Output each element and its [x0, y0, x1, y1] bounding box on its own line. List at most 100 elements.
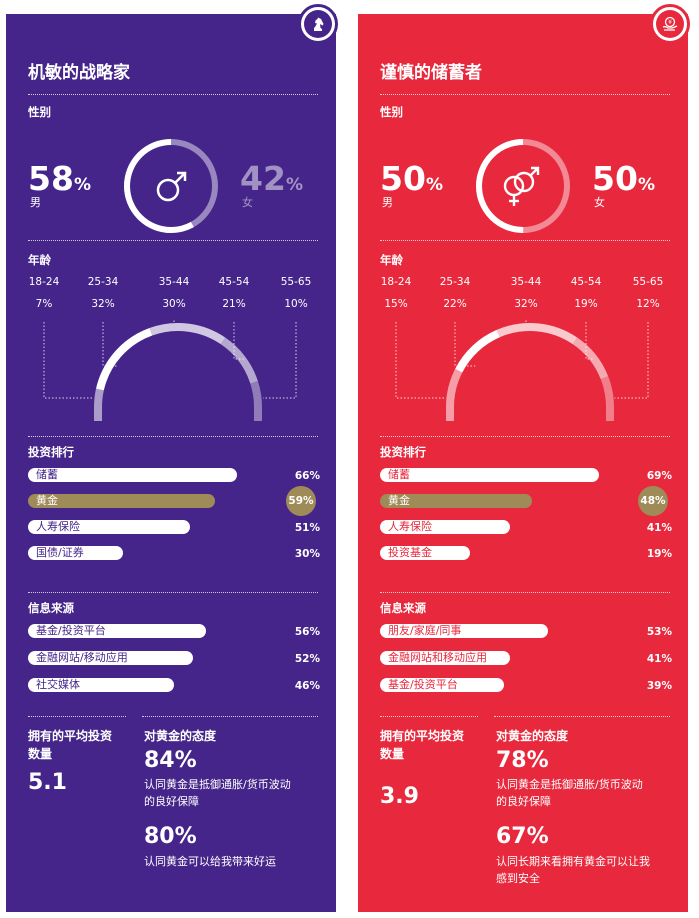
age-range-label: 55-65 [632, 276, 664, 288]
avg-investment-value: 3.9 [380, 784, 419, 809]
source-bar: 朋友/家庭/同事 [380, 624, 549, 638]
age-segment [96, 327, 153, 391]
divider [494, 716, 670, 717]
attitude-2-desc: 认同黄金可以给我带来好运 [144, 855, 276, 868]
male-percentage: 50% [380, 159, 443, 198]
age-range-label: 18-24 [380, 276, 412, 288]
age-arc [395, 319, 649, 421]
gender-donut [476, 139, 570, 233]
investment-value: 19% [646, 548, 672, 560]
divider [380, 94, 670, 95]
female-label: 女 [242, 196, 253, 209]
female-percentage: 50% [592, 159, 655, 198]
investment-bar: 人寿保险 [380, 520, 511, 534]
attitude-1-desc: 认同黄金是抵御通胀/货币波动 的良好保障 [496, 778, 643, 808]
age-section-label: 年龄 [28, 253, 51, 267]
female-percentage: 42% [240, 159, 303, 198]
investment-value: 41% [646, 522, 672, 534]
persona-title: 机敏的战略家 [28, 63, 130, 83]
investment-value: 59% [286, 486, 316, 516]
age-pct-label: 10% [284, 298, 308, 310]
age-range-label: 35-44 [510, 276, 542, 288]
age-segment [149, 323, 226, 345]
age-range-label: 55-65 [280, 276, 312, 288]
male-label: 男 [382, 196, 393, 209]
investment-bar: 黄金 [380, 494, 533, 508]
attitude-2-pct: 80% [144, 824, 197, 849]
age-segment [446, 368, 463, 408]
investment-bar: 人寿保险 [28, 520, 190, 534]
female-label: 女 [594, 196, 605, 209]
age-segment [600, 376, 614, 408]
persona-panel-saver: ¥ 谨慎的储蓄者 性别 50% 男 50% 女 年龄 18-24 15% 25-34… [358, 4, 690, 912]
gender-donut [124, 139, 218, 233]
source-value: 53% [646, 626, 672, 638]
age-pct-label: 22% [443, 298, 467, 310]
investment-section-label: 投资排行 [28, 445, 74, 459]
male-symbol-icon [156, 171, 187, 202]
persona-panel-strategist: 机敏的战略家 性别 58% 男 42% 女 年龄 18-24 7% 25-34 32%… [6, 4, 338, 912]
age-pct-label: 7% [35, 298, 53, 310]
chess-knight-icon [304, 10, 332, 38]
source-section-label: 信息来源 [28, 601, 74, 615]
age-segment [94, 388, 104, 408]
investment-bar: 投资基金 [380, 546, 470, 560]
gold-attitude-title: 对黄金的态度 [144, 729, 217, 743]
investment-bar: 储蓄 [380, 468, 599, 482]
divider [380, 592, 670, 593]
investment-bar: 黄金 [28, 494, 216, 508]
persona-title: 谨慎的储蓄者 [380, 63, 482, 83]
source-value: 46% [294, 680, 320, 692]
attitude-1-desc: 认同黄金是抵御通胀/货币波动 的良好保障 [144, 778, 291, 808]
investment-value: 66% [294, 470, 320, 482]
source-bar: 金融网站/移动应用 [28, 651, 193, 665]
age-pct-label: 21% [222, 298, 246, 310]
source-bar: 社交媒体 [28, 678, 174, 692]
avg-investment-title: 拥有的平均投资 [28, 729, 113, 743]
source-bar: 基金/投资平台 [28, 624, 206, 638]
investment-value: 69% [646, 470, 672, 482]
age-range-label: 45-54 [570, 276, 602, 288]
yen-hand-icon: ¥ [656, 10, 684, 38]
age-segment [572, 337, 609, 380]
gender-section-label: 性别 [28, 105, 51, 119]
age-segment [496, 323, 578, 345]
attitude-1-pct: 84% [144, 748, 197, 773]
age-range-label: 35-44 [158, 276, 190, 288]
age-range-label: 18-24 [28, 276, 60, 288]
divider [28, 240, 318, 241]
avg-investment-value: 5.1 [28, 770, 67, 795]
age-segment [220, 337, 258, 384]
age-pct-label: 19% [574, 298, 598, 310]
attitude-1-pct: 78% [496, 748, 549, 773]
age-pct-label: 30% [162, 298, 186, 310]
divider [380, 240, 670, 241]
male-share-arc [476, 139, 570, 233]
source-value: 52% [294, 653, 320, 665]
male-percentage: 58% [28, 159, 91, 198]
divider [28, 716, 126, 717]
investment-section-label: 投资排行 [380, 445, 426, 459]
source-bar: 金融网站和移动应用 [380, 651, 511, 665]
avg-investment-title-line2: 数量 [28, 747, 53, 761]
investment-bar: 国债/证券 [28, 546, 124, 560]
source-section-label: 信息来源 [380, 601, 426, 615]
attitude-2-desc: 认同长期来看拥有黄金可以让我 感到安全 [496, 855, 650, 885]
investment-value: 51% [294, 522, 320, 534]
male-label: 男 [30, 196, 41, 209]
charts-svg [43, 139, 297, 421]
source-value: 56% [294, 626, 320, 638]
age-pct-label: 32% [514, 298, 538, 310]
age-section-label: 年龄 [380, 253, 403, 267]
investment-bar: 储蓄 [28, 468, 238, 482]
age-pct-label: 12% [636, 298, 660, 310]
age-arc [43, 319, 297, 421]
investment-value: 48% [638, 486, 668, 516]
source-value: 39% [646, 680, 672, 692]
age-pct-label: 32% [91, 298, 115, 310]
source-bar: 基金/投资平台 [380, 678, 504, 692]
divider [380, 716, 478, 717]
age-range-label: 25-34 [87, 276, 119, 288]
age-range-label: 45-54 [218, 276, 250, 288]
gold-attitude-title: 对黄金的态度 [496, 729, 569, 743]
